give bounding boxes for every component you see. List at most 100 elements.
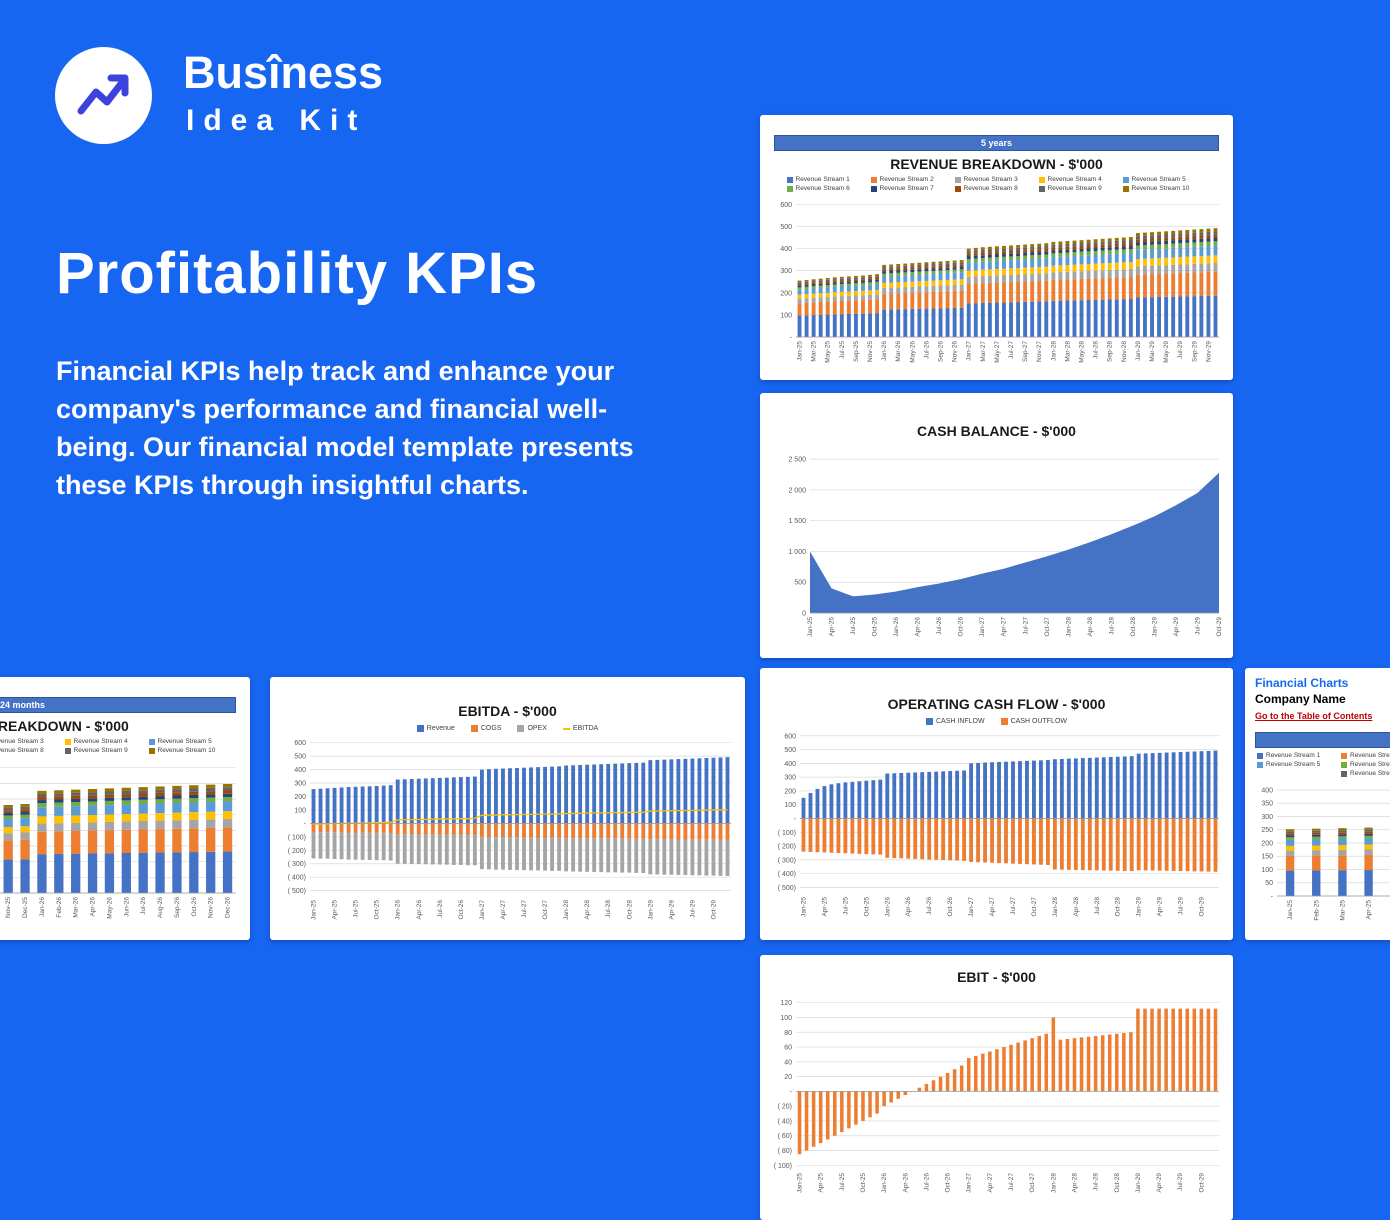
svg-text:Apr-25: Apr-25	[821, 897, 828, 917]
svg-text:( 200): ( 200)	[778, 844, 796, 851]
legend-item: Revenue Stream 9	[1341, 770, 1390, 777]
svg-text:Jan-27: Jan-27	[979, 617, 986, 637]
svg-text:1 500: 1 500	[788, 518, 806, 525]
legend-item: Revenue Stream 1	[787, 176, 871, 183]
svg-text:2 000: 2 000	[788, 487, 806, 494]
svg-text:Oct-26: Oct-26	[958, 617, 965, 637]
legend-item: Revenue Stream 4	[65, 738, 149, 745]
svg-text:Apr-26: Apr-26	[902, 1173, 909, 1193]
svg-text:Jul-29: Jul-29	[689, 900, 696, 918]
svg-text:Jan-28: Jan-28	[1065, 617, 1072, 637]
svg-text:Apr-25: Apr-25	[1366, 900, 1373, 920]
svg-text:300: 300	[780, 268, 792, 275]
company-name: Company Name	[1255, 692, 1390, 706]
table-of-contents-link[interactable]: Go to the Table of Contents	[1255, 711, 1372, 721]
svg-text:100: 100	[1261, 867, 1273, 874]
svg-text:Mar-25: Mar-25	[1339, 900, 1346, 921]
chart-card-revenue-breakdown-5y: 5 years REVENUE BREAKDOWN - $'000 Revenu…	[760, 115, 1233, 380]
svg-text:Oct-26: Oct-26	[947, 897, 954, 917]
svg-text:Oct-29: Oct-29	[710, 900, 717, 920]
legend-item: Revenue Stream 6	[787, 185, 871, 192]
svg-text:300: 300	[294, 781, 306, 788]
svg-text:Jul-29: Jul-29	[1194, 617, 1201, 635]
chart-canvas-revenue-breakdown-24m: 40035030025020015010050-Jan-25Feb-25Mar-…	[0, 755, 244, 925]
legend-item: EBITDA	[563, 725, 598, 732]
svg-text:Jan-25: Jan-25	[1287, 900, 1294, 920]
svg-text:May-26: May-26	[909, 341, 916, 363]
svg-text:Aug-26: Aug-26	[157, 897, 164, 918]
svg-text:Apr-27: Apr-27	[989, 897, 996, 917]
svg-text:Jan-25: Jan-25	[797, 341, 804, 361]
svg-text:Oct-29: Oct-29	[1198, 1173, 1205, 1193]
nav-card-financial-charts: Financial Charts Company Name Go to the …	[1245, 668, 1390, 940]
legend-item: Revenue Stream 5	[1257, 761, 1341, 768]
svg-text:Jul-27: Jul-27	[1008, 341, 1015, 359]
svg-text:May-27: May-27	[994, 341, 1001, 363]
legend-item: Revenue Stream 6	[1341, 761, 1390, 768]
legend-item: CASH OUTFLOW	[1001, 718, 1067, 725]
svg-text:100: 100	[294, 807, 306, 814]
svg-text:( 20): ( 20)	[778, 1104, 792, 1111]
svg-text:Nov-25: Nov-25	[867, 341, 874, 362]
svg-text:2 500: 2 500	[788, 457, 806, 464]
svg-text:Mar-27: Mar-27	[980, 341, 987, 362]
svg-text:Jan-25: Jan-25	[800, 897, 807, 917]
svg-text:Sep-28: Sep-28	[1107, 341, 1114, 362]
svg-text:-: -	[790, 335, 793, 342]
svg-text:Oct-27: Oct-27	[1029, 1173, 1036, 1193]
svg-text:( 200): ( 200)	[288, 848, 306, 855]
svg-text:Apr-29: Apr-29	[1157, 897, 1164, 917]
svg-text:Jul-25: Jul-25	[842, 897, 849, 915]
svg-text:500: 500	[784, 747, 796, 754]
svg-text:Oct-25: Oct-25	[374, 900, 381, 920]
svg-text:Jul-25: Jul-25	[850, 617, 857, 635]
svg-text:Oct-28: Oct-28	[1130, 617, 1137, 637]
svg-text:Apr-28: Apr-28	[1071, 1173, 1078, 1193]
svg-text:400: 400	[784, 761, 796, 768]
svg-text:Sep-29: Sep-29	[1191, 341, 1198, 362]
svg-text:Apr-26: Apr-26	[90, 897, 97, 917]
svg-text:Jan-26: Jan-26	[881, 341, 888, 361]
chart-title-revenue-breakdown-24m: REVENUE BREAKDOWN - $'000	[0, 718, 250, 734]
chart-title-revenue-breakdown-5y: REVENUE BREAKDOWN - $'000	[760, 156, 1233, 172]
svg-text:Jan-29: Jan-29	[1136, 897, 1143, 917]
period-tab-mini	[1255, 732, 1390, 748]
svg-text:50: 50	[1265, 880, 1273, 887]
svg-text:Oct-25: Oct-25	[860, 1173, 867, 1193]
svg-text:Apr-25: Apr-25	[829, 617, 836, 637]
svg-text:Nov-26: Nov-26	[208, 897, 215, 918]
svg-text:1 000: 1 000	[788, 549, 806, 556]
svg-text:Oct-26: Oct-26	[458, 900, 465, 920]
svg-text:( 100): ( 100)	[288, 834, 306, 841]
svg-text:Feb-25: Feb-25	[1313, 900, 1320, 921]
svg-text:Oct-29: Oct-29	[1199, 897, 1206, 917]
svg-text:Jul-26: Jul-26	[923, 341, 930, 359]
svg-text:( 500): ( 500)	[778, 885, 796, 892]
svg-text:May-26: May-26	[106, 897, 113, 919]
svg-text:( 400): ( 400)	[288, 875, 306, 882]
svg-text:40: 40	[784, 1059, 792, 1066]
svg-text:-: -	[790, 1089, 793, 1096]
svg-text:Sep-25: Sep-25	[853, 341, 860, 362]
svg-text:Jan-29: Jan-29	[1135, 1173, 1142, 1193]
svg-text:( 60): ( 60)	[778, 1133, 792, 1140]
svg-text:Jul-28: Jul-28	[1093, 1173, 1100, 1191]
legend-item: COGS	[471, 725, 502, 732]
legend-item: Revenue Stream 3	[955, 176, 1039, 183]
svg-text:Jul-28: Jul-28	[1094, 897, 1101, 915]
svg-text:( 40): ( 40)	[778, 1118, 792, 1125]
svg-text:Jul-27: Jul-27	[1008, 1173, 1015, 1191]
period-tab-5-years: 5 years	[774, 135, 1219, 151]
svg-text:600: 600	[784, 733, 796, 740]
svg-text:Jul-29: Jul-29	[1177, 341, 1184, 359]
chart-card-revenue-breakdown-24m: 24 months REVENUE BREAKDOWN - $'000 Reve…	[0, 677, 250, 940]
svg-text:Jul-27: Jul-27	[1010, 897, 1017, 915]
svg-text:200: 200	[784, 788, 796, 795]
